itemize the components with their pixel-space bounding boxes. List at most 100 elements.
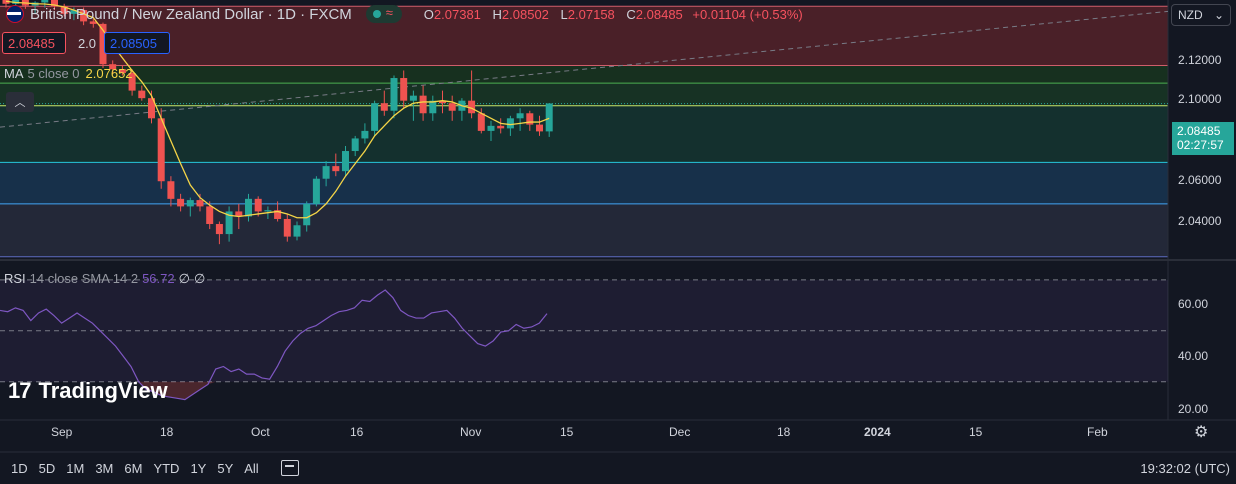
candle xyxy=(332,153,340,177)
candle xyxy=(487,120,495,141)
candle xyxy=(254,196,262,217)
range-1d-button[interactable]: 1D xyxy=(11,460,28,476)
price-zone xyxy=(0,105,1168,163)
chart-grid xyxy=(0,0,1236,453)
chart-header: British Pound / New Zealand Dollar · 1D … xyxy=(6,4,803,24)
candle-body xyxy=(89,21,97,24)
price-tick: 2.10000 xyxy=(1178,92,1222,106)
trend-line-segment xyxy=(0,10,1169,128)
candle-body xyxy=(526,113,534,125)
candle-body xyxy=(177,198,185,207)
rsi-tick: 40.00 xyxy=(1178,349,1209,363)
candle xyxy=(448,95,456,121)
candle xyxy=(303,201,311,232)
time-tick: Oct xyxy=(251,425,270,439)
range-all-button[interactable]: All xyxy=(244,460,259,476)
candle xyxy=(342,145,349,177)
candle-body xyxy=(487,125,495,131)
chevron-down-icon: ⌄ xyxy=(1213,8,1224,22)
time-tick: 15 xyxy=(560,425,574,439)
candle-body xyxy=(322,166,330,179)
buy-price-button[interactable]: 2.08505 xyxy=(104,32,170,54)
candle-body xyxy=(506,118,514,129)
candle-body xyxy=(138,90,146,99)
price-zone xyxy=(0,203,1168,257)
candle-body xyxy=(99,23,107,65)
price-tick: 2.12000 xyxy=(1178,53,1222,67)
candle xyxy=(380,90,388,116)
candle xyxy=(312,176,320,207)
candle xyxy=(225,206,233,242)
candle xyxy=(215,221,223,245)
candle-body xyxy=(51,0,58,7)
candle-body xyxy=(477,113,485,131)
candle-body xyxy=(419,95,427,114)
calendar-icon[interactable] xyxy=(280,460,299,476)
candle xyxy=(118,65,126,76)
currency-selector[interactable]: NZD ⌄ xyxy=(1171,4,1231,26)
candle-body xyxy=(41,0,49,3)
candle-body xyxy=(390,78,398,111)
candle xyxy=(400,70,408,109)
candle xyxy=(526,110,534,131)
candle-body xyxy=(545,103,553,132)
candle xyxy=(351,135,359,157)
range-1y-button[interactable]: 1Y xyxy=(190,460,207,476)
candle xyxy=(516,108,524,131)
sell-price-button[interactable]: 2.08485 xyxy=(2,32,66,54)
time-tick: Feb xyxy=(1087,425,1108,439)
ohlc-readout: O2.07381 H2.08502 L2.07158 C2.08485 +0.0… xyxy=(423,6,803,22)
ma-polyline xyxy=(5,0,550,219)
time-tick: 16 xyxy=(350,425,364,439)
candle xyxy=(157,108,165,189)
candle-body xyxy=(70,10,78,14)
ma-legend[interactable]: MA 5 close 0 2.07652 xyxy=(4,66,133,81)
candle xyxy=(109,60,117,75)
candle-body xyxy=(215,224,223,235)
candle-body xyxy=(448,103,456,111)
candle-body xyxy=(429,100,437,114)
candle-body xyxy=(371,103,379,131)
candle-body xyxy=(206,206,214,225)
candle xyxy=(419,85,427,121)
gbp-flag-icon xyxy=(6,5,24,23)
candle-body xyxy=(274,210,282,219)
price-zone xyxy=(0,6,1168,66)
candle-body xyxy=(312,178,320,204)
range-6m-button[interactable]: 6M xyxy=(124,460,143,476)
candle-body xyxy=(283,218,291,237)
candle-body xyxy=(516,113,524,119)
time-tick: Nov xyxy=(460,425,482,439)
candle-body xyxy=(148,98,155,119)
candle-body xyxy=(80,10,88,22)
candle-body xyxy=(351,138,359,152)
clock-readout[interactable]: 19:32:02 (UTC) xyxy=(1140,460,1230,476)
candlestick-series xyxy=(2,0,553,245)
range-1m-button[interactable]: 1M xyxy=(66,460,85,476)
price-zone xyxy=(0,162,1168,204)
rsi-oversold-fill xyxy=(138,381,216,400)
candle xyxy=(390,75,398,119)
price-zones xyxy=(0,5,1168,258)
market-open-icon[interactable]: ≈ xyxy=(365,5,402,23)
time-tick: 15 xyxy=(969,425,983,439)
symbol-title[interactable]: British Pound / New Zealand Dollar · 1D … xyxy=(30,5,352,23)
range-5y-button[interactable]: 5Y xyxy=(217,460,234,476)
rsi-tick: 20.00 xyxy=(1178,402,1209,416)
range-ytd-button[interactable]: YTD xyxy=(153,460,180,476)
bottom-toolbar: 1D 5D 1M 3M 6M YTD 1Y 5Y All 19:32:02 (U… xyxy=(0,452,1236,484)
gear-icon[interactable]: ⚙ xyxy=(1194,424,1209,441)
range-5d-button[interactable]: 5D xyxy=(38,460,56,476)
candle-body xyxy=(264,210,272,212)
candle-body xyxy=(303,203,311,226)
candle xyxy=(283,213,291,242)
candle xyxy=(477,108,485,134)
collapse-legend-button[interactable]: ︿ xyxy=(6,92,34,112)
candle-body xyxy=(332,166,340,172)
rsi-polyline xyxy=(0,289,548,401)
range-3m-button[interactable]: 3M xyxy=(95,460,114,476)
rsi-legend[interactable]: RSI 14 close SMA 14 2 56.72 ∅ ∅ xyxy=(4,271,206,286)
candle xyxy=(361,123,369,144)
candle xyxy=(128,69,136,96)
